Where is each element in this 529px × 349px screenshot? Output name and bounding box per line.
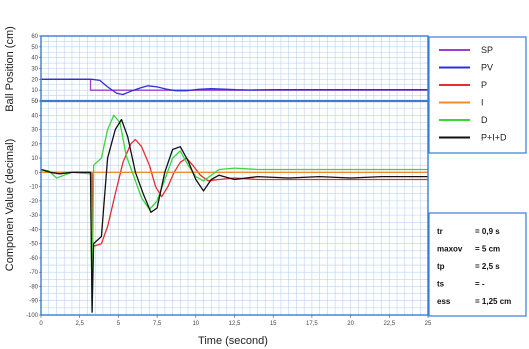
x-tick-label: 12,5 xyxy=(229,321,241,327)
position-series-pv xyxy=(41,78,428,96)
legend-box xyxy=(428,36,527,154)
metrics-box xyxy=(428,212,527,317)
x-tick-label: 5 xyxy=(117,321,121,327)
metric-label: ess xyxy=(437,297,451,306)
y-tick-label: -40 xyxy=(29,227,38,233)
metric-label: ts xyxy=(437,280,445,289)
y-tick-label: 50 xyxy=(31,45,38,51)
metrics-panel: tr = 0,9 s maxov = 5 cm tp = 2,5 s ts = - ess = 1… xyxy=(437,227,511,306)
y-tick-label: 20 xyxy=(31,142,38,148)
metric-value: = 1,25 cm xyxy=(475,297,511,306)
x-tick-label: 20 xyxy=(347,321,354,327)
x-tick-label: 15 xyxy=(270,321,277,327)
legend-label: I xyxy=(481,98,484,108)
metric-label: tp xyxy=(437,262,445,271)
top-y-axis-title: Ball Position (cm) xyxy=(4,26,16,112)
x-axis-title: Time (second) xyxy=(198,335,268,347)
y-tick-label: -80 xyxy=(29,284,38,290)
metric-value: = 2,5 s xyxy=(475,262,500,271)
top-plot-series xyxy=(41,78,428,96)
y-tick-label: 30 xyxy=(31,128,38,134)
top-plot-grid xyxy=(40,35,429,102)
x-tick-label: 17,5 xyxy=(306,321,318,327)
metric-label: tr xyxy=(437,227,443,236)
y-tick-label: -90 xyxy=(29,299,38,305)
legend-label: P+I+D xyxy=(481,133,507,143)
legend-label: SP xyxy=(481,45,493,55)
bottom-plot-series xyxy=(40,114,428,313)
y-tick-label: 60 xyxy=(31,34,38,40)
legend-label: D xyxy=(481,115,488,125)
x-tick-label: 25 xyxy=(425,321,432,327)
y-tick-label: 0 xyxy=(35,99,39,105)
legend: SP PV PID P+I+D xyxy=(439,45,507,143)
y-tick-label: -20 xyxy=(29,199,38,205)
y-tick-label: -60 xyxy=(29,256,38,262)
legend-label: P xyxy=(481,80,487,90)
x-tick-label: 2,5 xyxy=(76,321,85,327)
x-tick-label: 7,5 xyxy=(153,321,162,327)
legend-label: PV xyxy=(481,63,493,73)
component-series-p-i-d xyxy=(40,118,428,313)
bottom-y-axis-title: Componen Value (decimal) xyxy=(4,139,16,271)
metric-value: = 0,9 s xyxy=(475,227,500,236)
y-tick-label: 0 xyxy=(35,170,39,176)
metric-value: = 5 cm xyxy=(475,245,500,254)
y-tick-label: -70 xyxy=(29,270,38,276)
x-tick-label: 10 xyxy=(192,321,199,327)
y-tick-label: -50 xyxy=(29,242,38,248)
y-tick-label: -10 xyxy=(29,185,38,191)
metric-value: = - xyxy=(475,280,485,289)
axis-ticks: 010203040506050403020100-10-20-30-40-50-… xyxy=(26,34,432,327)
y-tick-label: 20 xyxy=(31,77,38,83)
y-tick-label: -100 xyxy=(26,313,39,319)
x-tick-label: 0 xyxy=(39,321,43,327)
y-tick-label: -30 xyxy=(29,213,38,219)
metric-label: maxov xyxy=(437,245,463,254)
y-tick-label: 10 xyxy=(31,156,38,162)
y-tick-label: 40 xyxy=(31,113,38,119)
x-tick-label: 22,5 xyxy=(383,321,395,327)
y-tick-label: 50 xyxy=(31,99,38,105)
y-tick-label: 10 xyxy=(31,88,38,94)
y-tick-label: 40 xyxy=(31,56,38,62)
bottom-plot-grid xyxy=(40,100,429,316)
y-tick-label: 30 xyxy=(31,67,38,73)
component-series-d xyxy=(40,114,428,313)
